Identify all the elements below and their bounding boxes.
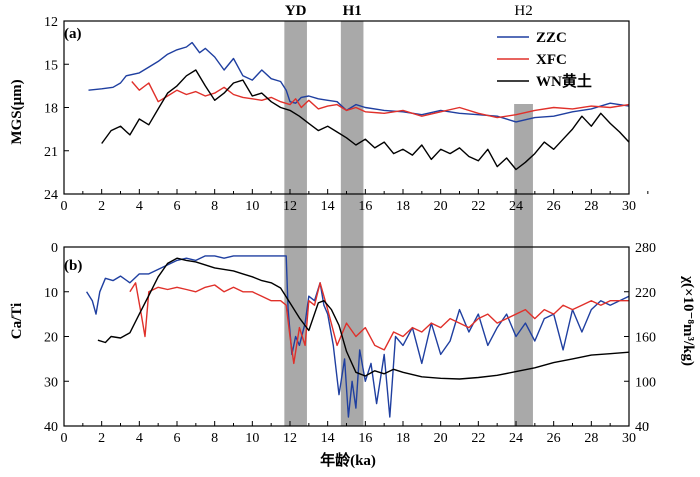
x-tick-label: 26 [547,199,561,214]
x-tick-label: 28 [584,431,598,446]
x-tick-label: 14 [321,431,335,446]
event-label-h1: H1 [343,3,362,19]
x-tick-label: 24 [509,199,523,214]
series-layer [86,41,630,418]
y-axis-title-mgs: MGS(μm) [9,79,25,144]
legend-label-wn: WN黄土 [536,72,592,90]
y-tick-label: 10 [44,286,58,301]
x-tick-label: 8 [211,199,218,214]
x-tick-label: 22 [471,199,485,214]
x-tick-label: 0 [61,199,68,214]
legend-label-xfc: XFC [536,52,567,68]
y-tick-label: 0 [51,241,58,256]
event-label-h2: H2 [514,3,532,19]
y-tick-label: 24 [44,188,58,203]
y-tick-label: 12 [44,15,58,30]
x-tick-label: 6 [174,431,181,446]
x-tick-label: 2 [98,199,105,214]
event-band-yd [284,21,307,426]
y2-tick-label: 160 [635,331,656,346]
x-tick-label: 12 [283,199,297,214]
x-tick-label: 8 [211,431,218,446]
x-tick-label: 2 [98,431,105,446]
event-label-yd: YD [285,3,307,19]
event-bands [284,21,533,426]
y-axis-title-cati: Ca/Ti [9,303,25,339]
y2-tick-label: 220 [635,286,656,301]
panel-a-label: (a) [64,26,82,42]
x-tick-label: 22 [471,431,485,446]
y-tick-label: 40 [44,420,58,435]
x-tick-label: 24 [509,431,523,446]
series-b-xfc [129,282,629,365]
y2-tick-label: 280 [635,241,656,256]
x-tick-label: 16 [358,431,372,446]
event-band-h2 [514,104,533,426]
x-tick-label: 14 [321,199,335,214]
series-a-wn [101,69,630,171]
x-tick-label: 16 [358,199,372,214]
y-tick-label: 18 [44,102,58,117]
x-tick-label: 12 [283,431,297,446]
x-tick-label: 26 [547,431,561,446]
panel-b-label: (b) [64,258,82,274]
x-tick-label: 4 [136,431,143,446]
y-tick-label: 30 [44,375,58,390]
x-tick-label: 6 [174,199,181,214]
series-b-wn [97,257,630,380]
x-tick-label: 0 [61,431,68,446]
x-tick-label: 30 [622,199,636,214]
y-tick-label: 21 [44,145,58,160]
legend: ZZC XFC WN黄土 [497,30,592,90]
y2-axis-title-chi: χ(×10⁻⁸m³/kg) [680,275,696,366]
x-tick-label: 4 [136,199,143,214]
y2-tick-label: 40 [635,420,649,435]
x-tick-label: 20 [434,431,448,446]
x-tick-label: 10 [245,431,259,446]
x-axis-title: 年龄(ka) [320,451,376,469]
x-tick-label: 30 [622,431,636,446]
legend-label-zzc: ZZC [536,30,567,46]
y-tick-label: 20 [44,331,58,346]
y2-tick-label: 100 [635,375,656,390]
series-b-zzc [86,255,630,418]
y-tick-label: 15 [44,58,58,73]
series-a-xfc [131,81,630,119]
x-tick-label: 28 [584,199,598,214]
x-tick-label: 18 [396,199,410,214]
x-tick-label: 18 [396,431,410,446]
x-tick-label: 20 [434,199,448,214]
x-tick-label: 10 [245,199,259,214]
